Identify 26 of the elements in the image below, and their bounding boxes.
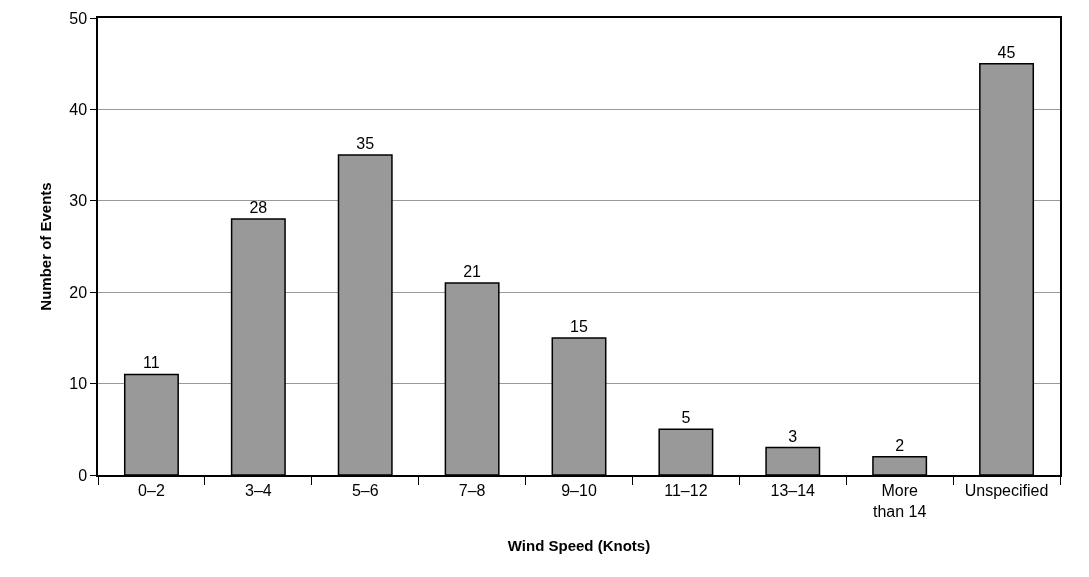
x-tick-label: 9–10	[561, 481, 597, 499]
x-tick-label: Unspecified	[964, 481, 1049, 499]
y-tick-label: 20	[69, 283, 88, 301]
data-label: 21	[463, 263, 482, 281]
data-label: 11	[143, 354, 160, 372]
x-tick-label: More than 14	[872, 481, 927, 520]
data-label: 35	[356, 135, 375, 153]
x-tick-label: 7–8	[458, 481, 486, 499]
x-tick-label: 13–14	[770, 481, 816, 499]
y-tick-label: 0	[78, 466, 88, 484]
data-label: 15	[570, 317, 588, 335]
y-axis-title: Number of Events	[37, 182, 54, 311]
y-tick-label: 40	[69, 101, 88, 118]
data-label: 2	[895, 436, 905, 454]
data-label: 28	[249, 199, 268, 217]
data-label: 5	[681, 409, 691, 427]
y-tick-label: 30	[69, 192, 88, 210]
y-tick-label: 50	[69, 9, 88, 27]
data-label: 45	[997, 43, 1016, 61]
data-label: 3	[788, 427, 798, 445]
x-tick-label: 3–4	[244, 481, 272, 499]
y-tick-label: 10	[69, 375, 88, 393]
x-tick-label: 5–6	[351, 481, 379, 499]
x-tick-label: 0–2	[138, 481, 165, 499]
x-axis-title: Wind Speed (Knots)	[507, 537, 651, 555]
x-tick-label: 11–12	[664, 481, 708, 499]
